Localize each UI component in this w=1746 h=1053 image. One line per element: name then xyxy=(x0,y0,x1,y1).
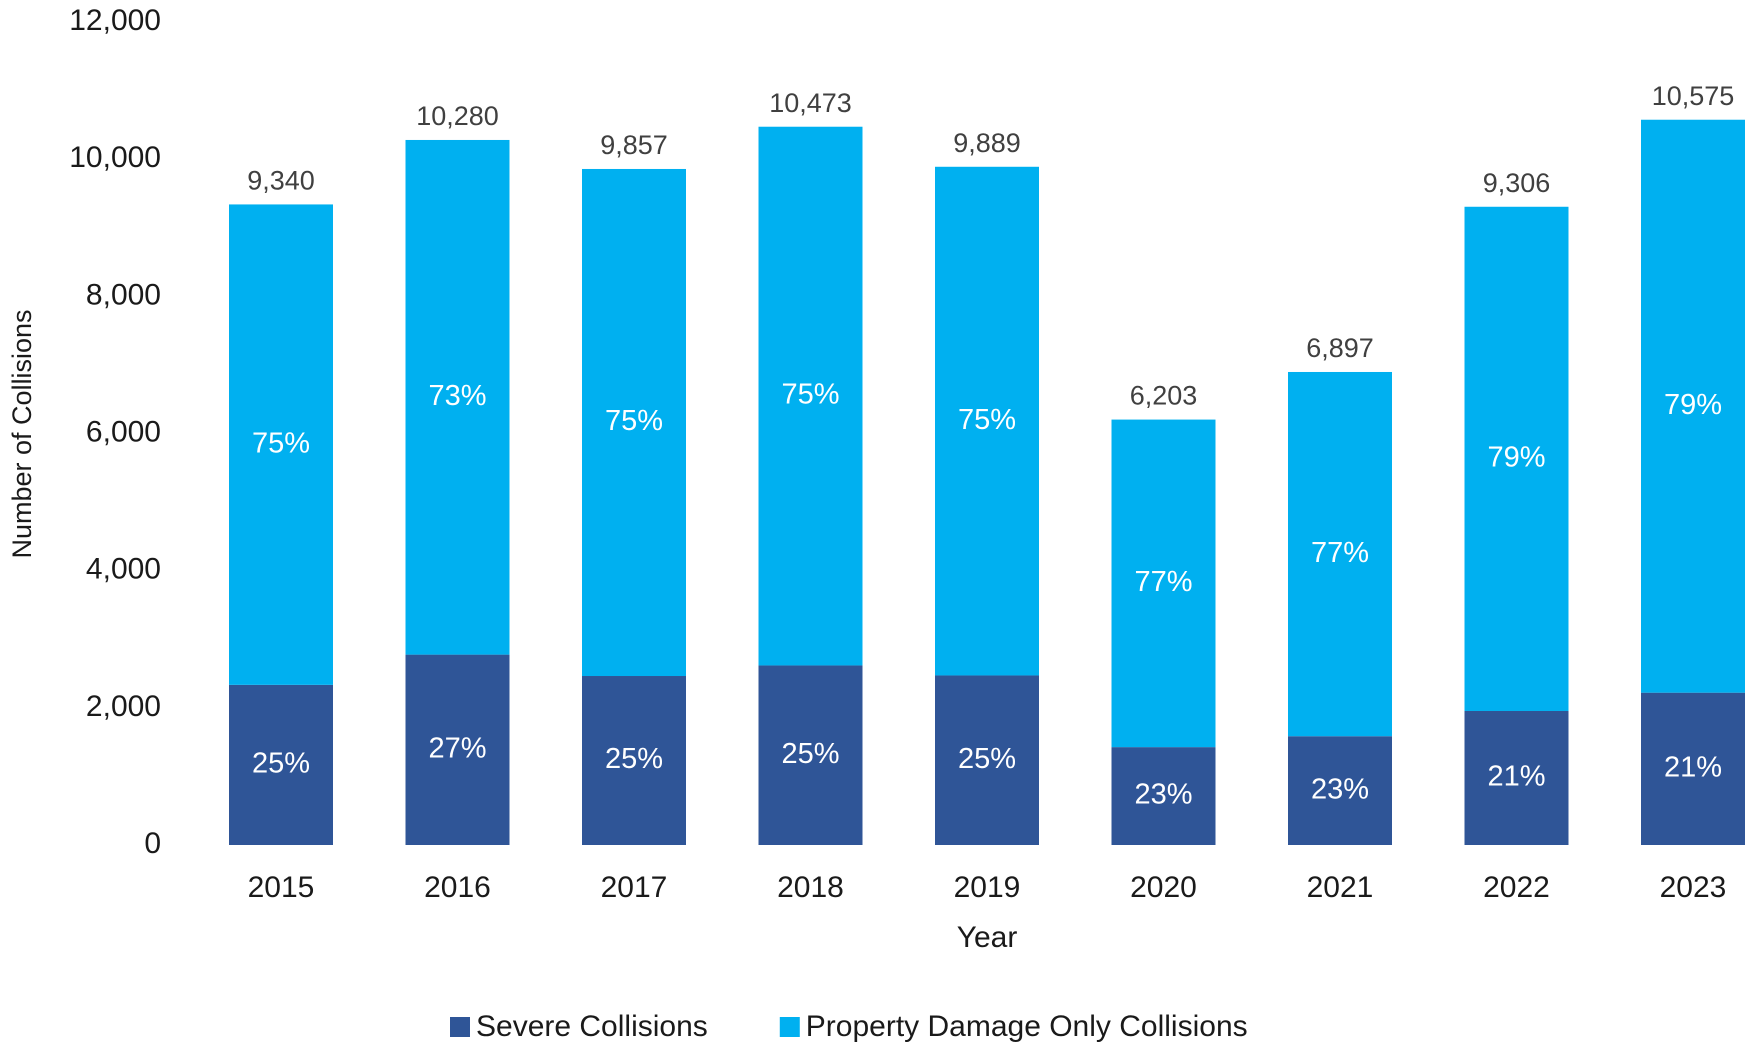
total-label: 10,575 xyxy=(1652,81,1735,111)
total-label: 9,889 xyxy=(953,128,1021,158)
bar-segment xyxy=(582,676,686,845)
y-tick-label: 0 xyxy=(144,827,161,860)
share-label: 23% xyxy=(1134,779,1192,811)
share-label: 25% xyxy=(605,743,663,775)
total-label: 9,340 xyxy=(247,166,315,196)
y-tick-label: 2,000 xyxy=(86,690,161,723)
x-tick-label: 2015 xyxy=(248,871,315,904)
legend-label: Property Damage Only Collisions xyxy=(806,1010,1248,1043)
legend-swatch xyxy=(450,1017,470,1037)
y-tick-label: 8,000 xyxy=(86,278,161,311)
bar-segment xyxy=(405,139,510,655)
x-tick-label: 2021 xyxy=(1307,871,1374,904)
total-label: 6,897 xyxy=(1306,333,1374,363)
x-tick-label: 2016 xyxy=(424,871,491,904)
bar-segment xyxy=(1464,710,1569,845)
share-label: 75% xyxy=(605,405,663,437)
share-label: 75% xyxy=(958,404,1016,436)
bar-segment xyxy=(1641,119,1745,693)
bar-segment xyxy=(1111,747,1216,845)
legend-swatch xyxy=(779,1017,800,1037)
bar-segment xyxy=(582,168,686,677)
bar-segment xyxy=(935,166,1039,676)
legend-label: Severe Collisions xyxy=(476,1010,708,1043)
bar-segment xyxy=(229,684,333,845)
share-label: 73% xyxy=(428,380,486,412)
y-axis-label: Number of Collisions xyxy=(7,309,37,558)
share-label: 25% xyxy=(781,738,839,770)
x-tick-label: 2018 xyxy=(777,871,844,904)
y-tick-label: 10,000 xyxy=(69,141,161,174)
bar-segment xyxy=(1288,371,1392,737)
share-label: 23% xyxy=(1311,773,1369,805)
x-axis-label: Year xyxy=(957,921,1018,954)
y-tick-label: 12,000 xyxy=(69,4,161,37)
bar-segment xyxy=(1111,419,1216,748)
share-label: 79% xyxy=(1664,389,1722,421)
share-label: 25% xyxy=(958,743,1016,775)
bar-segment xyxy=(935,675,1039,845)
total-label: 9,857 xyxy=(600,130,668,160)
share-label: 77% xyxy=(1311,537,1369,569)
share-label: 77% xyxy=(1134,566,1192,598)
share-label: 79% xyxy=(1487,442,1545,474)
total-label: 10,280 xyxy=(416,101,499,131)
share-label: 75% xyxy=(252,427,310,459)
bar-segment xyxy=(758,126,863,666)
share-label: 25% xyxy=(252,748,310,780)
bar-segment xyxy=(758,665,863,845)
total-label: 6,203 xyxy=(1130,381,1198,411)
share-label: 21% xyxy=(1664,751,1722,783)
y-tick-label: 4,000 xyxy=(86,553,161,586)
bar-segment xyxy=(229,204,333,685)
y-tick-label: 6,000 xyxy=(86,415,161,448)
x-tick-label: 2020 xyxy=(1130,871,1197,904)
total-label: 10,473 xyxy=(769,88,852,118)
x-tick-label: 2023 xyxy=(1660,871,1727,904)
x-tick-label: 2019 xyxy=(954,871,1021,904)
total-label: 9,306 xyxy=(1483,168,1551,198)
bar-segment xyxy=(1641,692,1745,845)
x-tick-label: 2022 xyxy=(1483,871,1550,904)
share-label: 75% xyxy=(781,379,839,411)
share-label: 27% xyxy=(428,732,486,764)
x-tick-label: 2017 xyxy=(601,871,668,904)
bar-segment xyxy=(405,654,510,845)
bar-segment xyxy=(1464,206,1569,711)
share-label: 21% xyxy=(1487,761,1545,793)
bar-segment xyxy=(1288,736,1392,845)
